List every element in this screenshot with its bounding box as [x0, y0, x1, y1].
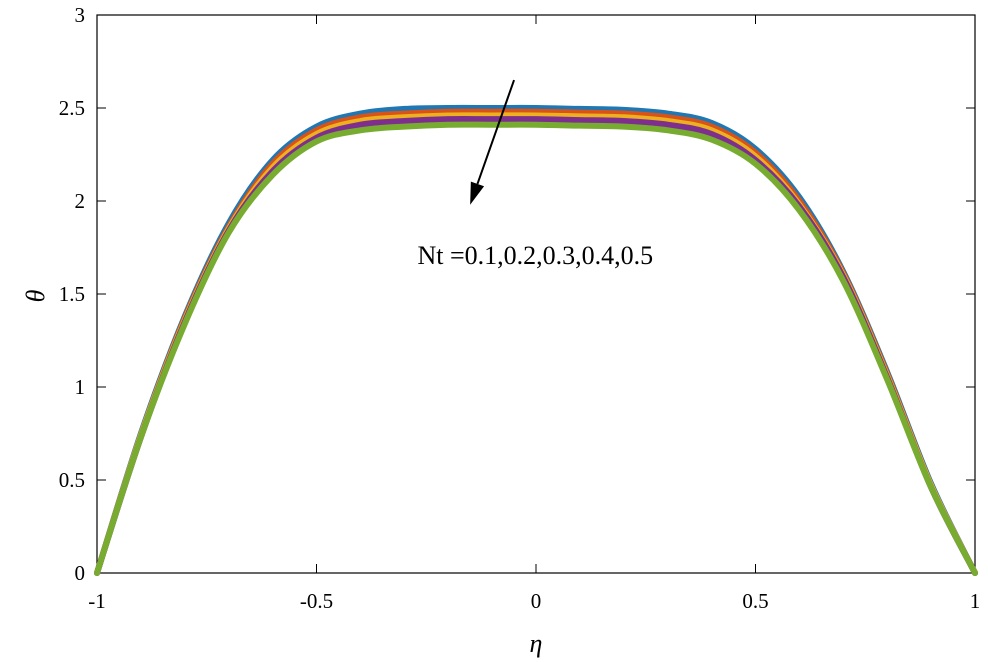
x-tick-label: -1 [88, 589, 106, 613]
x-tick-label: 0.5 [742, 589, 768, 613]
x-axis-label: η [530, 629, 543, 658]
y-tick-label: 1.5 [59, 282, 85, 306]
y-tick-label: 2.5 [59, 96, 85, 120]
y-tick-label: 3 [75, 3, 86, 27]
annotation-arrow-head [470, 181, 485, 205]
y-tick-label: 0 [75, 561, 86, 585]
series-line-1 [94, 104, 978, 576]
series-line-2 [94, 108, 978, 576]
annotation-arrow-line [476, 79, 515, 185]
annotation-text: Nt =0.1,0.2,0.3,0.4,0.5 [417, 241, 653, 270]
axis-ticks: -1 -0.5 0 0.5 1 0 0.5 1 1.5 2 2.5 3 [59, 3, 981, 613]
annotation-layer: Nt =0.1,0.2,0.3,0.4,0.5 [417, 79, 653, 270]
y-tick-label: 2 [75, 189, 86, 213]
y-tick-label: 1 [75, 375, 86, 399]
x-tick-label: 0 [531, 589, 542, 613]
y-tick-label: 0.5 [59, 468, 85, 492]
plot-frame [96, 14, 976, 574]
x-tick-label: -0.5 [300, 589, 333, 613]
series-line-4 [94, 116, 978, 576]
series-layer [94, 104, 978, 576]
y-axis-label: θ [21, 289, 50, 302]
series-line-3 [94, 112, 978, 576]
series-line-5 [94, 121, 978, 576]
x-tick-label: 1 [970, 589, 981, 613]
